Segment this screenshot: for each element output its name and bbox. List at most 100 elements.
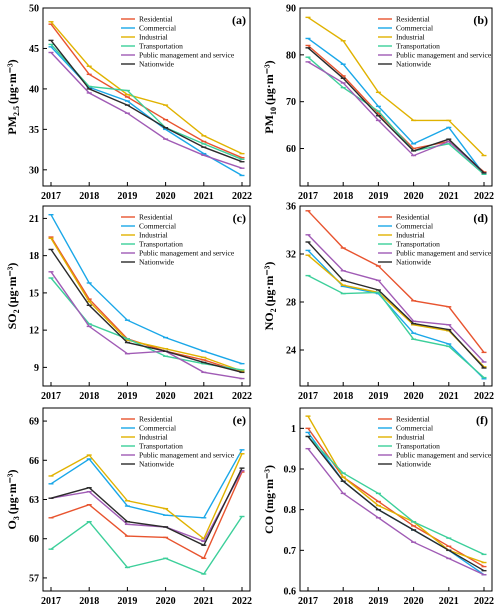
x-tick-label: 2018 <box>79 596 99 607</box>
x-tick-label: 2018 <box>333 391 353 402</box>
y-tick-label: 70 <box>286 97 296 108</box>
y-tick-label: 66 <box>29 456 39 467</box>
series-line <box>307 47 485 174</box>
legend-label: Commercial <box>396 24 433 33</box>
series-line <box>50 214 243 365</box>
series-line <box>50 21 243 155</box>
y-tick-label: 60 <box>286 144 296 155</box>
series-line <box>307 210 485 353</box>
x-tick-label: 2018 <box>333 191 353 202</box>
x-tick-label: 2022 <box>474 191 494 202</box>
y-axis-label-unit: (μg·m⁻³) <box>262 262 276 307</box>
chart-panel-6: 0.6 0.7 0.8 0.9 1 2017 2018 2019 2020 2021 2022 CO (… <box>262 407 494 607</box>
x-tick-label: 2017 <box>41 191 61 202</box>
legend-label: Industrial <box>139 433 168 442</box>
y-tick-label: 80 <box>286 50 296 61</box>
legend-label: Nationwide <box>139 460 175 469</box>
series-line <box>307 436 485 556</box>
legend-label: Nationwide <box>396 460 432 469</box>
x-tick-label: 2019 <box>368 191 388 202</box>
x-tick-label: 2020 <box>156 191 176 202</box>
y-tick-label: 0.6 <box>284 587 297 598</box>
series-line <box>307 16 485 157</box>
series-line <box>50 453 243 540</box>
y-tick-label: 12 <box>29 326 39 337</box>
chart-panel-1: 30 35 40 45 50 2017 2018 2019 2020 2021 2022 PM2.5 (… <box>5 4 252 203</box>
x-tick-label: 2017 <box>41 596 61 607</box>
y-axis-label-main: O <box>5 520 19 529</box>
y-tick-label: 60 <box>29 534 39 545</box>
series-line <box>307 249 485 380</box>
panel-label: (b) <box>473 13 488 27</box>
legend-label: Commercial <box>396 424 433 433</box>
series-line <box>307 254 485 368</box>
y-axis-label-sub: 2 <box>12 309 21 313</box>
y-axis-label-sub: 2 <box>269 308 278 312</box>
series-line <box>307 241 485 369</box>
y-tick-label: 28 <box>286 298 296 309</box>
legend-label: Residential <box>139 15 173 24</box>
legend-label: Industrial <box>396 433 425 442</box>
legend-label: Industrial <box>139 231 168 240</box>
y-tick-label: 69 <box>29 417 39 428</box>
legend-label: Transportation <box>396 240 440 249</box>
legend-label: Industrial <box>396 231 425 240</box>
y-tick-label: 30 <box>29 165 39 176</box>
y-axis-label: PM10 (μg·m⁻³) <box>262 60 278 133</box>
legend-label: Public management and service <box>139 249 235 258</box>
y-axis-label-unit: (μg·m⁻³) <box>5 59 19 104</box>
y-tick-label: 50 <box>29 4 39 15</box>
x-tick-label: 2022 <box>474 596 494 607</box>
series-line <box>50 471 243 560</box>
series-line <box>307 234 485 363</box>
x-tick-label: 2017 <box>298 596 318 607</box>
legend-label: Industrial <box>396 33 425 42</box>
y-tick-label: 21 <box>29 214 39 225</box>
series-line <box>50 52 243 169</box>
chart-panel-5: 57 60 63 66 69 2017 2018 2019 2020 2021 2022 O3 (μg·… <box>5 407 252 607</box>
y-axis-label: CO (mg·m⁻³) <box>262 465 276 534</box>
y-tick-label: 18 <box>29 251 39 262</box>
y-axis-label-sub: 3 <box>12 516 21 520</box>
legend-label: Nationwide <box>396 258 432 267</box>
x-tick-label: 2017 <box>298 391 318 402</box>
legend-label: Transportation <box>139 442 183 451</box>
legend-label: Transportation <box>139 240 183 249</box>
legend-label: Residential <box>139 213 173 222</box>
x-tick-label: 2020 <box>404 391 424 402</box>
legend-label: Public management and service <box>396 451 492 460</box>
y-tick-label: 9 <box>34 363 39 374</box>
y-axis-label-unit: (μg·m⁻³) <box>262 60 276 105</box>
legend-label: Public management and service <box>396 51 492 60</box>
series-line <box>50 449 243 519</box>
series-line <box>50 237 243 372</box>
legend-label: Residential <box>396 415 430 424</box>
y-axis-label: O3 (μg·m⁻³) <box>5 469 21 529</box>
x-tick-label: 2022 <box>474 391 494 402</box>
series-line <box>50 249 243 373</box>
y-axis-label-main: SO <box>5 313 19 329</box>
x-tick-label: 2019 <box>368 596 388 607</box>
series-line <box>50 43 243 160</box>
plot-frame <box>299 407 493 592</box>
y-tick-label: 0.9 <box>284 465 297 476</box>
y-tick-label: 1 <box>291 424 296 435</box>
legend-label: Commercial <box>139 424 176 433</box>
series-line <box>50 516 243 575</box>
y-axis-label-sub: 10 <box>269 107 278 115</box>
x-tick-label: 2018 <box>333 596 353 607</box>
chart-panel-2: 60 70 80 90 2017 2018 2019 2020 2021 2022 PM10 (μg·… <box>262 4 494 203</box>
series-line <box>307 448 485 576</box>
x-tick-label: 2021 <box>439 391 459 402</box>
panel-label: (a) <box>232 13 246 27</box>
y-axis-label-unit: (μg·m⁻³) <box>5 263 19 308</box>
y-axis-label-main: PM <box>262 115 276 134</box>
x-tick-label: 2020 <box>404 191 424 202</box>
series-line <box>50 467 243 547</box>
panel-label: (d) <box>473 211 488 225</box>
chart-panel-4: 24 28 32 36 2017 2018 2019 2020 2021 2022 NO2(μg·m… <box>262 202 494 403</box>
y-tick-label: 40 <box>29 84 39 95</box>
y-tick-label: 57 <box>29 573 39 584</box>
y-tick-label: 36 <box>286 202 296 213</box>
x-tick-label: 2021 <box>194 191 214 202</box>
